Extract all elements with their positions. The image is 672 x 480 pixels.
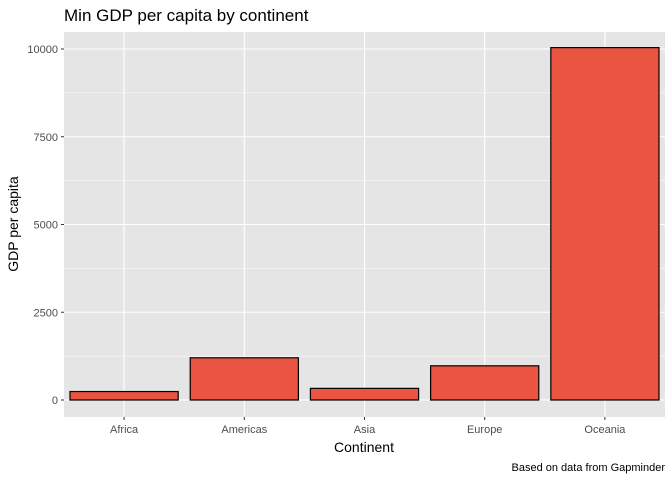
bar-africa: [69, 390, 179, 401]
y-tick-label: 10000: [27, 44, 58, 56]
bar-asia: [309, 387, 420, 401]
bar-europe: [430, 365, 540, 401]
x-tick-label: Asia: [354, 424, 376, 436]
bar-oceania: [550, 46, 660, 401]
x-tick-label: Americas: [221, 424, 267, 436]
y-tick-label: 7500: [34, 132, 58, 144]
y-axis-title: GDP per capita: [5, 176, 21, 272]
x-tick-label: Europe: [467, 424, 502, 436]
y-tick-label: 5000: [34, 220, 58, 232]
chart-caption: Based on data from Gapminder: [512, 462, 666, 474]
bars: [69, 46, 660, 401]
y-tick-label: 2500: [34, 307, 58, 319]
y-axis-ticks: 0 2500 5000 7500 10000: [27, 44, 64, 407]
x-axis-title: Continent: [334, 439, 394, 455]
x-axis-ticks: Africa Americas Asia Europe Oceania: [110, 417, 626, 436]
bar-americas: [189, 357, 299, 401]
x-tick-label: Africa: [110, 424, 139, 436]
chart-title: Min GDP per capita by continent: [64, 6, 309, 25]
y-tick-label: 0: [52, 395, 58, 407]
x-tick-label: Oceania: [584, 424, 626, 436]
